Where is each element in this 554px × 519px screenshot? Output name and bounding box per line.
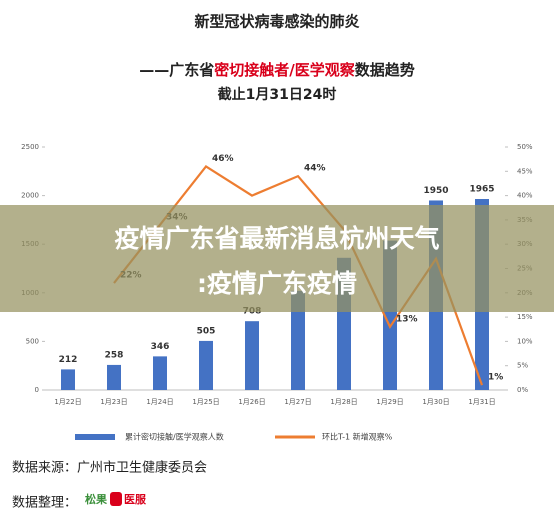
x-tick-label: 1月28日 (330, 398, 357, 406)
y2-tick-label: 5% (517, 362, 528, 370)
data-label: 1% (488, 373, 503, 383)
data-label: 46% (212, 154, 234, 164)
x-tick-label: 1月30日 (422, 398, 449, 406)
data-label: 212 (59, 355, 78, 365)
chart-subtitle-date: 截止1月31日24时 (218, 86, 337, 103)
y2-tick-label: 15% (517, 313, 533, 321)
data-label: 1950 (423, 186, 448, 196)
data-label: 44% (304, 164, 326, 174)
subtitle-prefix: ——广东省 (139, 61, 214, 79)
bar (245, 321, 259, 390)
subtitle-highlight: 密切接触者/医学观察 (214, 61, 355, 79)
x-tick-label: 1月29日 (376, 398, 403, 406)
y-tick-label: 2500 (21, 143, 39, 151)
y2-tick-label: 10% (517, 337, 533, 345)
y2-tick-label: 50% (517, 143, 533, 151)
logo-icon (110, 492, 122, 506)
logo: 医服 (124, 493, 147, 506)
bar (107, 364, 121, 390)
organizer: 数据整理： (12, 496, 77, 511)
legend-label: 累计密切接触/医学观察人数 (125, 432, 224, 442)
y-tick-label: 2000 (21, 192, 39, 200)
x-tick-label: 1月24日 (146, 398, 173, 406)
logo: 松果 (85, 492, 107, 506)
y-tick-label: 0 (35, 386, 39, 394)
bar (153, 356, 167, 390)
data-label: 13% (396, 314, 418, 324)
overlay-text: 疫情广东省最新消息杭州天气 (114, 224, 439, 253)
x-tick-label: 1月25日 (192, 398, 219, 406)
y2-tick-label: 45% (517, 167, 533, 175)
subtitle-suffix: 数据趋势 (355, 61, 415, 79)
source: 数据来源：广州市卫生健康委员会 (12, 460, 207, 476)
y2-tick-label: 40% (517, 192, 533, 200)
x-tick-label: 1月27日 (284, 398, 311, 406)
overlay-band (0, 205, 554, 312)
chart-title: 新型冠状病毒感染的肺炎 (194, 13, 359, 31)
bar (61, 369, 75, 390)
legend-swatch (75, 434, 115, 440)
data-label: 258 (105, 350, 124, 360)
x-tick-label: 1月26日 (238, 398, 265, 406)
x-tick-label: 1月23日 (100, 398, 127, 406)
y-tick-label: 500 (26, 337, 39, 345)
bar (199, 340, 213, 390)
chart-subtitle: ——广东省密切接触者/医学观察数据趋势 (139, 61, 415, 79)
bar (291, 290, 305, 390)
data-label: 346 (151, 342, 170, 352)
legend-label: 环比T-1 新增观察% (322, 432, 393, 442)
data-label: 505 (197, 326, 216, 336)
data-label: 1965 (469, 185, 494, 195)
overlay: 疫情广东省最新消息杭州天气 :疫情广东疫情 (0, 205, 554, 312)
overlay-text: :疫情广东疫情 (197, 269, 357, 298)
y2-tick-label: 0% (517, 386, 528, 394)
x-tick-label: 1月22日 (54, 398, 81, 406)
x-tick-label: 1月31日 (468, 398, 495, 406)
